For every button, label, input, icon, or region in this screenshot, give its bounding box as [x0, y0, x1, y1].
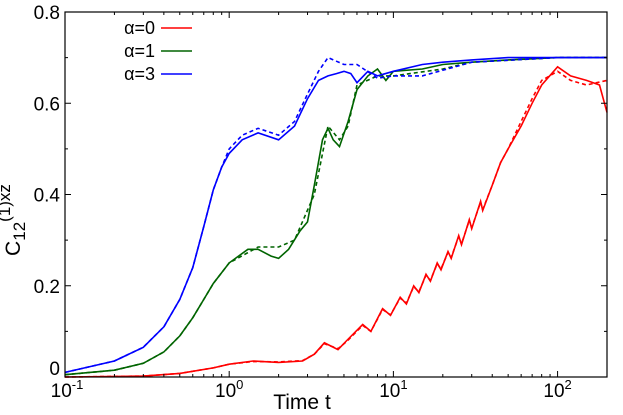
legend-label: α=3 — [124, 64, 155, 84]
x-tick-label: 10-1 — [51, 377, 84, 402]
y-label-sub: 12 — [10, 222, 29, 241]
legend: α=0 α=1 α=3 — [124, 18, 192, 84]
legend-label: α=1 — [124, 41, 155, 61]
y-axis-label: C12(1)xz — [0, 184, 29, 256]
x-axis-label: Time t — [273, 391, 331, 414]
x-tick-label: 100 — [215, 377, 243, 402]
series-line-1 — [64, 70, 608, 378]
y-label-main: C — [2, 241, 25, 256]
series-line-3 — [64, 56, 607, 376]
legend-label: α=0 — [124, 18, 155, 38]
svg-text:C12(1)xz: C12(1)xz — [0, 184, 29, 256]
y-tick-label: 0.6 — [34, 94, 60, 115]
series-line-2 — [64, 56, 607, 376]
plot-curves — [64, 56, 608, 378]
series-line-5 — [64, 56, 607, 374]
y-label-sup: (1)xz — [0, 184, 14, 222]
y-tick-label: 0 — [49, 359, 60, 380]
axis-ticks: 0 0.2 0.4 0.6 0.8 10-1 100 101 102 — [34, 3, 608, 402]
x-tick-label: 102 — [543, 377, 571, 402]
series-line-4 — [64, 56, 607, 374]
x-tick-label: 101 — [379, 377, 407, 402]
y-tick-label: 0.2 — [34, 277, 60, 298]
y-tick-label: 0.8 — [34, 3, 60, 24]
y-tick-label: 0.4 — [34, 186, 61, 207]
